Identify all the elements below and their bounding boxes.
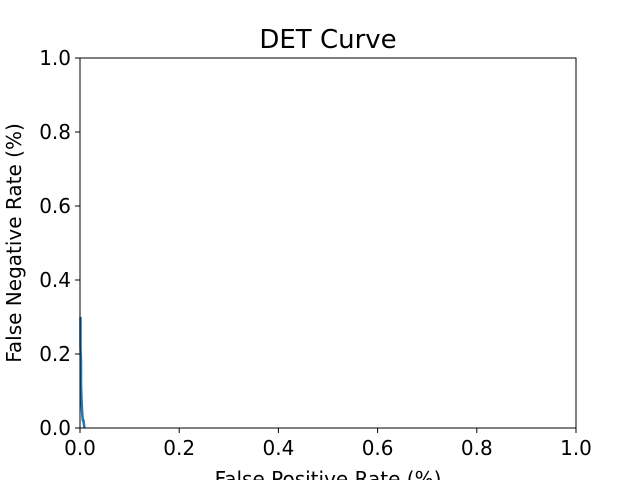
y-tick-label: 1.0 bbox=[39, 46, 71, 70]
y-tick-label: 0.2 bbox=[39, 342, 71, 366]
x-tick-label: 0.4 bbox=[262, 436, 294, 460]
x-tick-label: 0.6 bbox=[362, 436, 394, 460]
y-axis-label: False Negative Rate (%) bbox=[2, 123, 26, 363]
y-tick-label: 0.8 bbox=[39, 120, 71, 144]
y-tick-label: 0.4 bbox=[39, 268, 71, 292]
y-tick-label: 0.0 bbox=[39, 416, 71, 440]
plot-frame bbox=[79, 57, 577, 429]
series-line bbox=[79, 317, 86, 429]
x-tick-label: 0.8 bbox=[461, 436, 493, 460]
plot-series bbox=[79, 317, 86, 429]
x-axis-label: False Positive Rate (%) bbox=[215, 467, 442, 480]
chart-title: DET Curve bbox=[259, 25, 396, 55]
x-tick-label: 0.0 bbox=[64, 436, 96, 460]
y-tick-label: 0.6 bbox=[39, 194, 71, 218]
axis-ticks: 0.0 0.2 0.4 0.6 0.8 1.0 0.0 0.2 0.4 0.6 0.8 1.0 bbox=[39, 46, 592, 460]
x-tick-label: 0.2 bbox=[163, 436, 195, 460]
x-tick-label: 1.0 bbox=[560, 436, 592, 460]
